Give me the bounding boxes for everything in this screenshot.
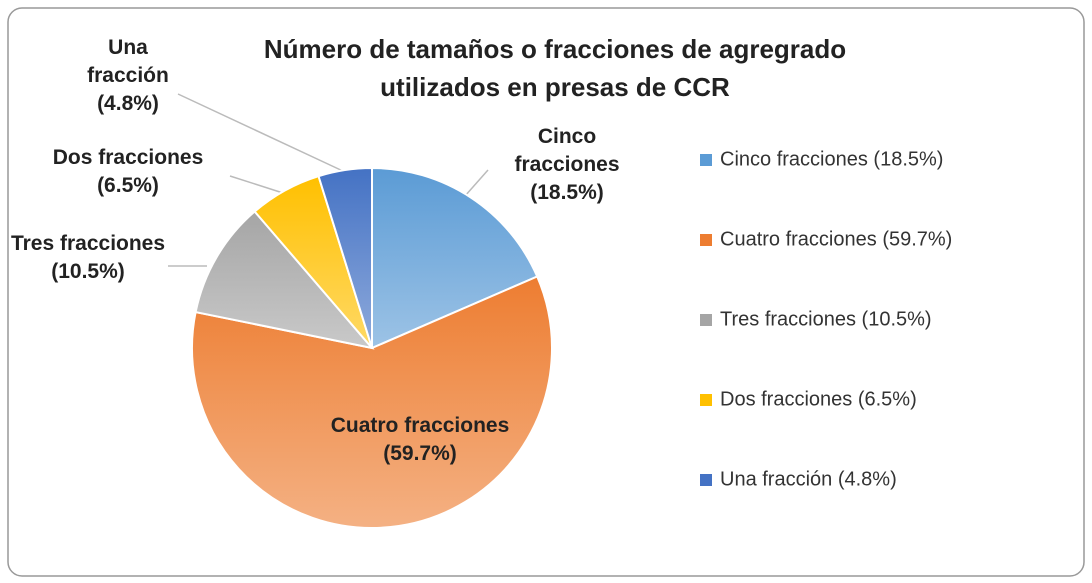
data-label: Dos fracciones (6.5%) [8,144,248,200]
data-label-value: (59.7%) [383,442,457,465]
data-label: Cinco fracciones (18.5%) [492,123,642,207]
legend-entry: Cinco fracciones (18.5%) [720,149,943,172]
legend-swatch [700,314,712,326]
data-label-category: Cinco fracciones [514,125,620,176]
data-label-value: (18.5%) [530,181,604,204]
leader-line [177,93,346,173]
legend-entry: Cuatro fracciones (59.7%) [720,229,952,252]
data-label: Una fracción (4.8%) [68,34,188,118]
pie-slice [317,166,373,349]
data-label: Tres fracciones (10.5%) [8,230,168,286]
leader-line [229,175,284,194]
legend-entry: Una fracción (4.8%) [720,469,897,492]
legend-value: (4.8%) [837,468,897,491]
pie-slice [191,275,553,529]
legend-value: (6.5%) [857,388,917,411]
data-label-category: Cuatro fracciones [330,414,510,437]
legend-swatch [700,394,712,406]
legend-entry: Dos fracciones (6.5%) [720,389,917,412]
legend-entry: Tres fracciones (10.5%) [720,309,932,332]
legend-value: (18.5%) [873,148,944,171]
data-label-value: (4.8%) [97,92,159,115]
pie-slice [194,210,375,350]
legend-category: Cuatro fracciones [720,228,877,251]
legend-category: Dos fracciones [720,388,853,411]
chart-title: Número de tamaños o fracciones de agregr… [263,34,847,102]
legend-value: (59.7%) [882,228,953,251]
data-label-value: (10.5%) [51,260,125,283]
legend-category: Tres fracciones [720,308,856,331]
data-label-value: (6.5%) [97,174,159,197]
pie-slice [371,166,539,350]
data-label-category: Dos fracciones [52,146,204,169]
legend-swatch [700,474,712,486]
legend-swatch [700,234,712,246]
legend-category: Cinco fracciones [720,148,868,171]
leader-line [464,169,489,197]
data-label-category: Tres fracciones [10,232,166,255]
legend-swatch [700,154,712,166]
data-label: Cuatro fracciones (59.7%) [320,412,520,468]
legend-value: (10.5%) [861,308,932,331]
data-label-category: Una fracción [87,36,169,87]
leader-lines [168,93,489,267]
pie [191,166,553,529]
legend-category: Una fracción [720,468,833,491]
